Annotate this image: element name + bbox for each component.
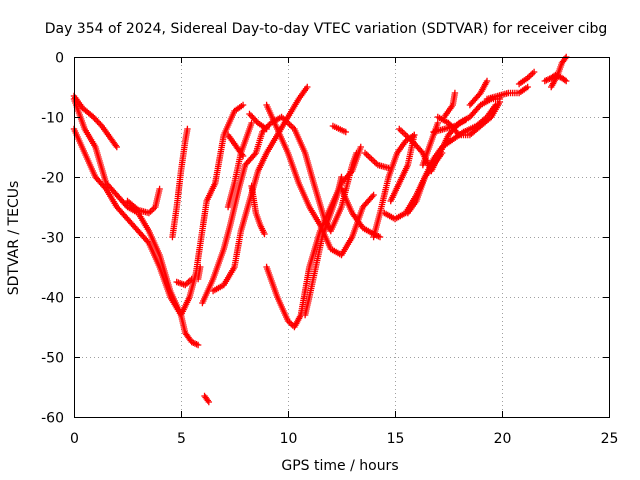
- data-point: [357, 143, 364, 151]
- y-tick-label: -60: [41, 411, 64, 427]
- data-point: [524, 83, 531, 91]
- chart-title: Day 354 of 2024, Sidereal Day-to-day VTE…: [45, 21, 608, 37]
- data-point: [261, 230, 268, 238]
- data-point: [462, 116, 469, 124]
- data-point: [263, 125, 270, 133]
- data-point: [338, 173, 345, 181]
- data-point: [563, 77, 570, 85]
- y-axis-label: SDTVAR / TECUs: [6, 181, 22, 296]
- data-point: [239, 101, 247, 109]
- series-track-13: [248, 182, 268, 238]
- y-tick-label: -10: [41, 111, 64, 127]
- x-tick-label: 15: [387, 431, 405, 447]
- x-tick-label: 0: [70, 431, 79, 447]
- series-track-34: [548, 53, 570, 91]
- data-point: [496, 98, 504, 106]
- series-track-14: [246, 110, 270, 133]
- data-point: [205, 398, 213, 406]
- data-points: [70, 53, 570, 406]
- series-track-29: [441, 89, 459, 121]
- series-track-12: [224, 131, 247, 160]
- y-axis: 0 -10 -20 -30 -40 -50 -60: [41, 51, 609, 427]
- data-point: [188, 275, 195, 283]
- data-point: [370, 191, 377, 199]
- x-axis: 0 5 10 15 20 25: [70, 57, 618, 447]
- x-axis-label: GPS time / hours: [281, 458, 398, 474]
- data-point: [113, 143, 120, 151]
- data-point: [194, 341, 202, 349]
- y-tick-label: -20: [41, 171, 64, 187]
- y-tick-label: 0: [55, 51, 64, 67]
- data-point: [483, 77, 491, 85]
- data-point: [342, 128, 349, 136]
- series-track-17: [301, 173, 345, 319]
- data-point: [197, 263, 204, 271]
- x-tick-label: 10: [280, 431, 298, 447]
- data-point: [184, 125, 191, 133]
- series-track-31: [483, 83, 531, 103]
- data-point: [561, 76, 568, 84]
- y-tick-label: -30: [41, 231, 64, 247]
- x-tick-label: 5: [177, 431, 186, 447]
- data-point: [248, 119, 255, 127]
- data-point: [451, 89, 459, 97]
- series-track-32: [515, 68, 538, 88]
- data-point: [239, 152, 247, 160]
- x-tick-label: 25: [601, 431, 619, 447]
- series-track-28: [434, 98, 504, 139]
- series-track-30: [466, 77, 491, 109]
- series-track-8: [201, 392, 213, 406]
- x-tick-label: 20: [494, 431, 512, 447]
- y-tick-label: -50: [41, 351, 64, 367]
- series-track-5: [169, 125, 191, 241]
- data-point: [411, 131, 418, 139]
- series-track-6: [173, 275, 195, 289]
- series-track-26: [419, 119, 441, 169]
- data-point: [434, 119, 441, 127]
- series-track-18: [329, 122, 349, 136]
- data-point: [156, 185, 163, 193]
- series-track-15: [263, 101, 377, 259]
- series-track-10: [209, 83, 311, 295]
- series-track-20: [361, 149, 392, 172]
- series-track-21: [370, 131, 418, 241]
- data-point: [376, 233, 384, 241]
- series-track-7: [194, 263, 204, 283]
- series-track-4: [124, 185, 163, 217]
- data-point: [530, 68, 538, 76]
- y-tick-label: -40: [41, 291, 64, 307]
- data-point: [304, 83, 311, 91]
